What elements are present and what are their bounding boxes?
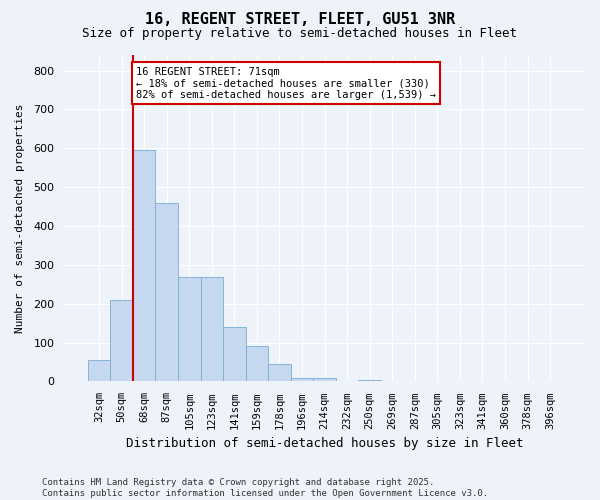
Bar <box>178 276 200 382</box>
Y-axis label: Number of semi-detached properties: Number of semi-detached properties <box>15 104 25 333</box>
Bar <box>110 300 133 382</box>
Bar <box>133 150 155 382</box>
Bar <box>268 364 291 382</box>
Bar <box>358 380 381 382</box>
Bar <box>223 327 245 382</box>
Bar <box>88 360 110 382</box>
Bar <box>155 202 178 382</box>
X-axis label: Distribution of semi-detached houses by size in Fleet: Distribution of semi-detached houses by … <box>126 437 523 450</box>
Bar <box>313 378 336 382</box>
Text: Contains HM Land Registry data © Crown copyright and database right 2025.
Contai: Contains HM Land Registry data © Crown c… <box>42 478 488 498</box>
Bar <box>291 378 313 382</box>
Bar <box>245 346 268 382</box>
Bar <box>200 276 223 382</box>
Text: 16 REGENT STREET: 71sqm
← 18% of semi-detached houses are smaller (330)
82% of s: 16 REGENT STREET: 71sqm ← 18% of semi-de… <box>136 66 436 100</box>
Text: 16, REGENT STREET, FLEET, GU51 3NR: 16, REGENT STREET, FLEET, GU51 3NR <box>145 12 455 28</box>
Text: Size of property relative to semi-detached houses in Fleet: Size of property relative to semi-detach… <box>83 28 517 40</box>
